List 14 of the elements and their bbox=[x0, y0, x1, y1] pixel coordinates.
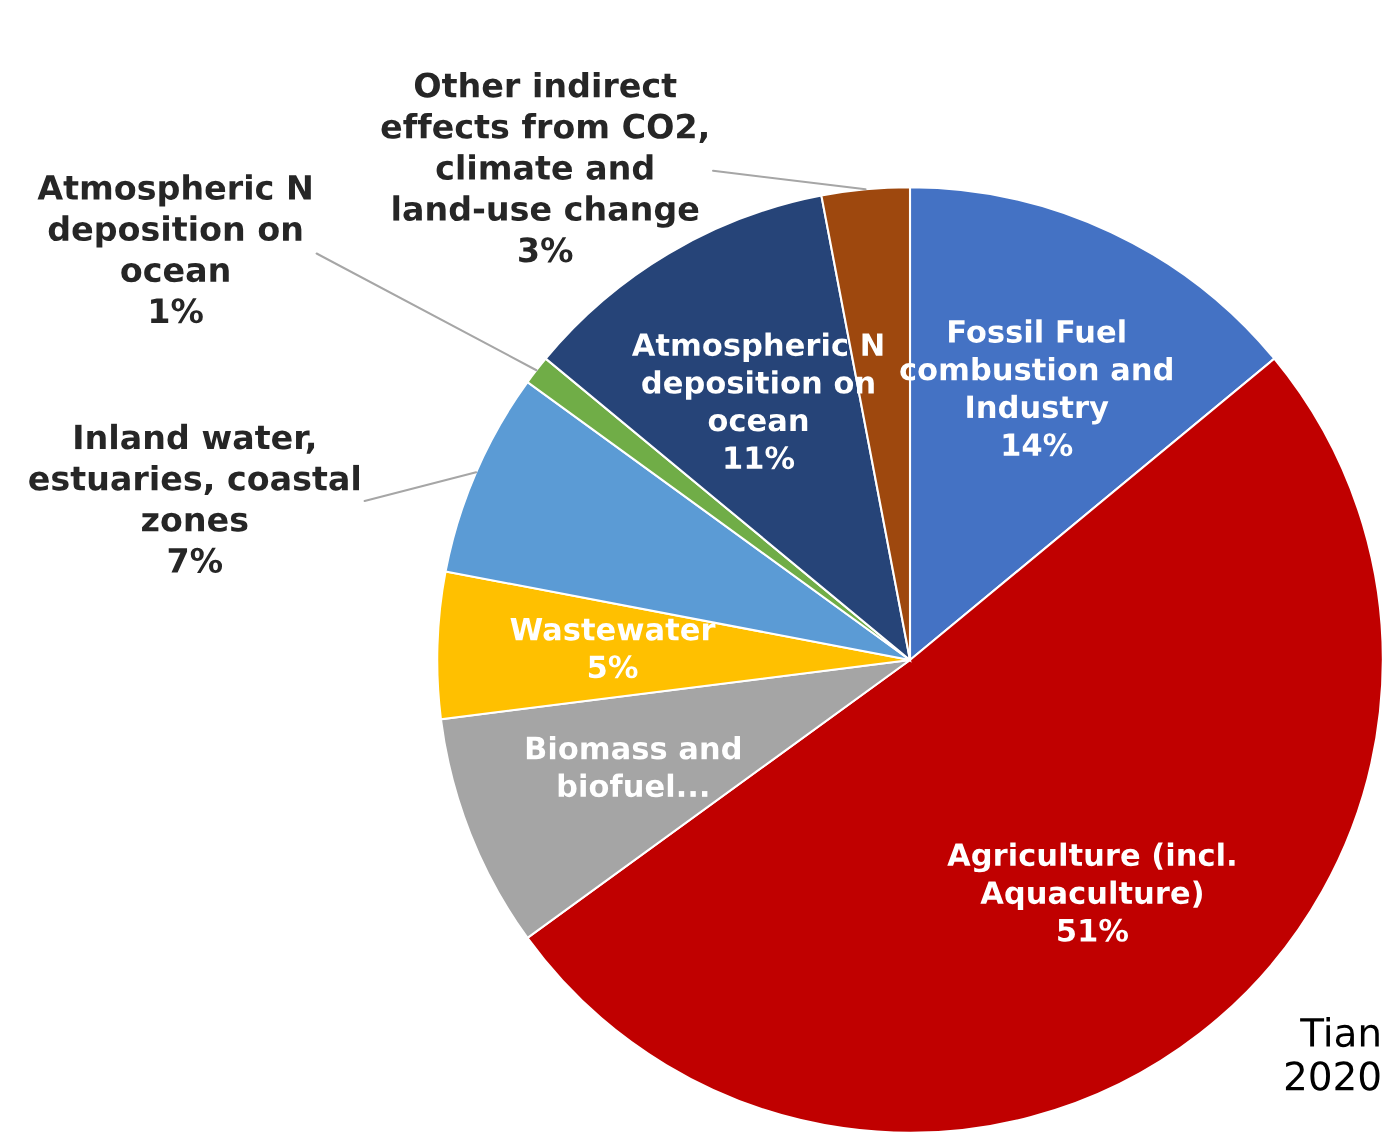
slice-label: Inland water, estuaries, coastal zones bbox=[29, 423, 360, 532]
data-label: 3% bbox=[519, 237, 573, 263]
slice-label: Wastewater bbox=[510, 617, 716, 641]
slice-label: Agriculture (incl. Aquaculture) bbox=[947, 842, 1235, 911]
data-label: 11% bbox=[725, 446, 795, 470]
slice-label: Other indirect effects from CO2, climate and land-use change bbox=[381, 71, 707, 228]
slice-label: Atmospheric N deposition on ocean bbox=[37, 174, 311, 283]
data-label: 1% bbox=[151, 298, 203, 324]
data-label: 5% bbox=[588, 655, 638, 679]
data-label: 51% bbox=[1058, 918, 1128, 942]
text: Tian 2020 bbox=[1285, 1017, 1380, 1091]
data-label: 14% bbox=[1003, 433, 1073, 457]
data-label: 7% bbox=[168, 547, 223, 573]
slice-label: Biomass and biofuel... bbox=[526, 735, 740, 798]
